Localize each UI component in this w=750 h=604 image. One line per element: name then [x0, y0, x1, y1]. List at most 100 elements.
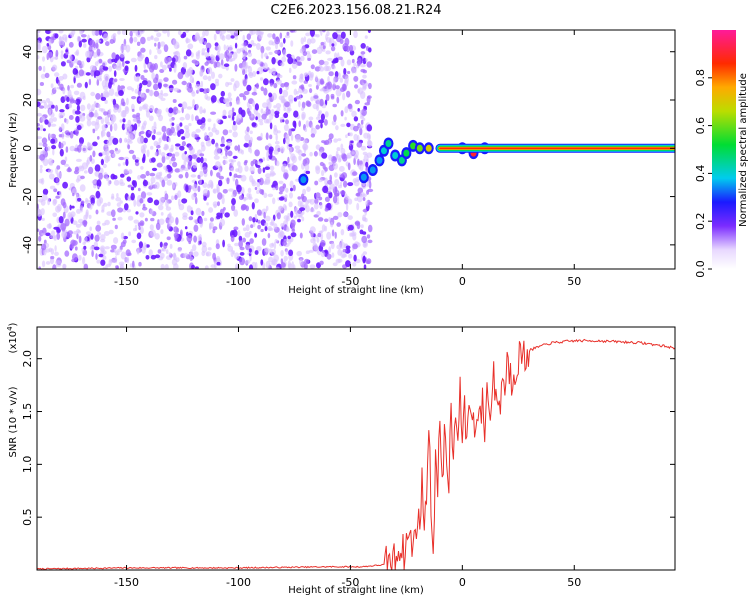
noise-blob	[285, 249, 289, 255]
signal-blob-inner	[376, 156, 383, 164]
noise-blob	[146, 80, 152, 88]
noise-blob	[282, 240, 287, 247]
noise-blob	[164, 264, 169, 269]
noise-blob	[250, 30, 256, 35]
noise-blob	[76, 193, 79, 198]
noise-blob	[168, 137, 171, 143]
noise-blob	[95, 39, 102, 43]
noise-blob	[150, 217, 155, 222]
noise-blob	[281, 56, 287, 63]
noise-blob	[158, 149, 162, 156]
noise-blob	[150, 176, 156, 184]
noise-blob	[234, 36, 238, 40]
noise-blob	[298, 155, 302, 161]
noise-blob	[334, 231, 337, 239]
noise-blob	[367, 95, 372, 99]
noise-blob	[225, 81, 229, 88]
noise-blob	[287, 263, 293, 269]
noise-blob	[309, 226, 316, 234]
noise-blob	[318, 178, 323, 183]
noise-blob	[168, 87, 175, 91]
noise-blob	[261, 208, 268, 215]
noise-blob	[283, 172, 289, 180]
noise-blob	[151, 157, 156, 163]
noise-blob	[272, 258, 278, 266]
noise-blob	[322, 30, 326, 33]
noise-blob	[242, 79, 247, 87]
noise-blob	[153, 83, 159, 91]
noise-blob	[249, 136, 253, 143]
noise-blob	[267, 225, 272, 232]
noise-blob	[202, 182, 208, 189]
noise-blob	[68, 103, 73, 109]
noise-blob	[137, 175, 141, 180]
noise-blob	[191, 91, 196, 97]
noise-blob	[304, 127, 308, 133]
noise-blob	[117, 216, 123, 221]
noise-blob	[268, 68, 272, 74]
noise-blob	[308, 249, 314, 253]
noise-blob	[122, 162, 126, 166]
noise-blob	[162, 30, 168, 34]
noise-blob	[237, 144, 241, 152]
noise-blob	[251, 58, 257, 65]
noise-blob	[349, 232, 353, 237]
noise-blob	[230, 160, 234, 167]
noise-blob	[256, 70, 260, 75]
noise-blob	[255, 164, 261, 168]
noise-blob	[283, 107, 287, 112]
noise-blob	[305, 170, 311, 175]
noise-blob	[284, 101, 290, 108]
noise-blob	[75, 128, 79, 137]
noise-blob	[156, 131, 162, 136]
noise-blob	[155, 73, 159, 81]
noise-blob	[119, 182, 126, 187]
noise-blob	[51, 104, 55, 109]
noise-blob	[155, 174, 161, 180]
snr-multiplier-exponent: 4	[6, 326, 14, 331]
spectrogram-xlabel: Height of straight line (km)	[288, 285, 424, 296]
noise-blob	[161, 248, 167, 252]
snr-ylabel: SNR (10 * v/v)	[8, 386, 19, 457]
noise-blob	[169, 243, 173, 249]
noise-blob	[197, 87, 200, 93]
noise-blob	[244, 165, 249, 172]
noise-blob	[214, 261, 217, 269]
noise-blob	[117, 30, 121, 35]
noise-blob	[137, 187, 141, 192]
noise-blob	[159, 171, 163, 176]
noise-blob	[109, 149, 115, 154]
noise-blob	[242, 61, 248, 70]
noise-blob	[234, 252, 240, 260]
noise-blob	[249, 175, 254, 183]
noise-blob	[287, 156, 290, 164]
noise-blob	[80, 175, 85, 180]
noise-blob	[38, 65, 42, 71]
noise-blob	[237, 229, 241, 237]
noise-blob	[52, 264, 57, 269]
noise-blob	[170, 156, 176, 162]
noise-blob	[85, 72, 91, 76]
noise-blob	[351, 66, 355, 74]
noise-blob	[98, 253, 104, 258]
noise-blob	[325, 50, 331, 55]
noise-blob	[222, 155, 228, 160]
noise-blob	[364, 102, 371, 106]
noise-blob	[280, 95, 286, 104]
noise-blob	[255, 84, 259, 88]
noise-blob	[37, 112, 42, 117]
noise-blob	[126, 176, 132, 182]
noise-blob	[324, 196, 330, 202]
noise-blob	[215, 146, 221, 155]
noise-blob	[96, 198, 102, 207]
noise-blob	[134, 224, 138, 231]
noise-blob	[133, 123, 138, 131]
noise-blob	[210, 169, 213, 177]
noise-blob	[41, 137, 48, 144]
noise-blob	[280, 83, 286, 88]
noise-blob	[58, 190, 62, 198]
noise-blob	[243, 197, 248, 201]
noise-blob	[280, 119, 283, 123]
noise-blob	[147, 197, 154, 204]
